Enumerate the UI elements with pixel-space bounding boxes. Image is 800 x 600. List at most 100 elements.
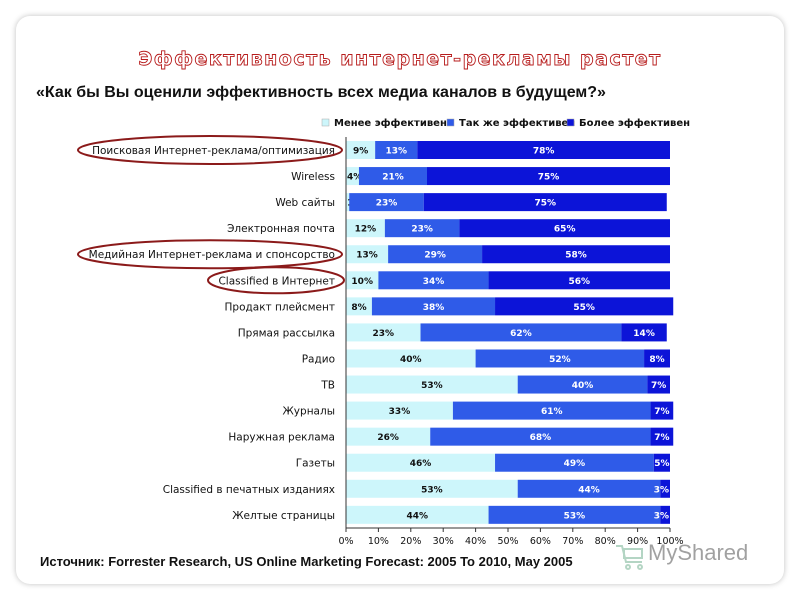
category-label-0: Поисковая Интернет-реклама/оптимизация xyxy=(92,145,335,157)
bar-14-2 xyxy=(660,505,670,524)
x-tick-label-10: 100% xyxy=(656,536,683,547)
x-tick-label-8: 80% xyxy=(595,536,616,547)
watermark-text: MyShared xyxy=(648,540,749,565)
bar-label-12-2: 5% xyxy=(654,459,669,469)
bar-label-6-0: 8% xyxy=(351,303,366,313)
bar-label-6-1: 38% xyxy=(423,303,445,313)
bar-label-3-1: 23% xyxy=(411,225,433,235)
category-label-10: Журналы xyxy=(283,406,336,418)
x-tick-label-5: 50% xyxy=(497,536,518,547)
bar-label-3-0: 12% xyxy=(355,225,377,235)
x-tick-label-0: 0% xyxy=(338,536,353,547)
bar-label-7-0: 23% xyxy=(372,329,394,339)
bar-label-7-2: 14% xyxy=(633,329,655,339)
highlight-ellipse-4 xyxy=(77,239,343,270)
bar-label-0-1: 13% xyxy=(385,147,407,157)
bar-12-2 xyxy=(653,453,670,472)
bar-label-5-1: 34% xyxy=(423,277,445,287)
bar-10-0 xyxy=(346,401,453,420)
category-label-5: Classified в Интернет xyxy=(218,275,335,287)
x-tick-label-7: 70% xyxy=(562,536,583,547)
bar-label-14-2: 3% xyxy=(654,511,669,521)
bar-label-8-1: 52% xyxy=(549,355,571,365)
x-tick-label-2: 20% xyxy=(400,536,421,547)
bar-label-13-0: 53% xyxy=(421,485,443,495)
bar-12-1 xyxy=(495,453,654,472)
bar-label-10-2: 7% xyxy=(654,407,669,417)
bar-label-7-1: 62% xyxy=(510,329,532,339)
highlight-ellipses xyxy=(77,135,345,295)
category-label-8: Радио xyxy=(302,353,335,365)
bar-label-4-1: 29% xyxy=(424,251,446,261)
legend-label-1: Так же эффективен xyxy=(459,117,575,129)
bar-label-1-2: 75% xyxy=(538,173,560,183)
bar-label-13-1: 44% xyxy=(578,485,600,495)
legend-label-0: Менее эффективен xyxy=(334,117,447,129)
bar-0-2 xyxy=(417,141,670,159)
bar-label-14-0: 44% xyxy=(407,511,429,521)
category-label-4: Медийная Интернет-реклама и спонсорство xyxy=(89,249,335,261)
bar-13-2 xyxy=(660,479,670,498)
bar-2-2 xyxy=(423,193,667,212)
legend-swatch-0 xyxy=(321,118,330,127)
bar-label-5-2: 56% xyxy=(569,277,591,287)
bar-2-0 xyxy=(346,193,350,212)
category-label-13: Classified в печатных изданиях xyxy=(163,484,335,496)
bar-0-1 xyxy=(375,141,418,159)
bar-label-9-0: 53% xyxy=(421,381,443,391)
bar-label-8-0: 40% xyxy=(400,355,422,365)
category-label-3: Электронная почта xyxy=(227,223,335,235)
legend-swatch-1 xyxy=(446,118,455,127)
category-label-6: Продакт плейсмент xyxy=(225,301,335,313)
category-labels: Поисковая Интернет-реклама/оптимизация Wi… xyxy=(89,145,335,522)
legend-label-2: Более эффективен xyxy=(579,117,690,129)
bar-label-3-2: 65% xyxy=(554,225,576,235)
bar-10-2 xyxy=(650,401,674,420)
bar-4-0 xyxy=(346,245,389,264)
bar-label-12-0: 46% xyxy=(410,459,432,469)
bar-label-9-2: 7% xyxy=(651,381,666,391)
bar-11-1 xyxy=(430,427,651,446)
bar-3-0 xyxy=(346,219,385,238)
bar-5-0 xyxy=(346,271,379,290)
bar-1-2 xyxy=(427,167,670,186)
bar-7-0 xyxy=(346,323,421,342)
category-label-7: Прямая рассылка xyxy=(238,327,335,339)
bar-label-10-0: 33% xyxy=(389,407,411,417)
bar-13-0 xyxy=(346,479,518,498)
bar-7-2 xyxy=(621,323,667,342)
bar-label-14-1: 53% xyxy=(564,511,586,521)
bar-label-10-1: 61% xyxy=(541,407,563,417)
bar-4-2 xyxy=(482,245,670,264)
category-label-1: Wireless xyxy=(291,171,335,183)
bar-label-4-0: 13% xyxy=(356,251,378,261)
bar-6-1 xyxy=(371,297,496,316)
bar-label-1-0: 4% xyxy=(347,173,362,183)
highlight-ellipse-5 xyxy=(207,266,345,295)
bar-3-2 xyxy=(459,219,670,238)
bar-label-8-2: 8% xyxy=(649,355,664,365)
bar-14-1 xyxy=(488,505,661,524)
bar-14-0 xyxy=(346,505,489,524)
bar-4-1 xyxy=(388,245,483,264)
bar-0-0 xyxy=(346,141,376,159)
bar-7-1 xyxy=(420,323,622,342)
x-axis: 0% 10% 20% 30% 40% 50% 60% 70% 80% 90% 100% xyxy=(338,137,684,547)
bar-label-0-2: 78% xyxy=(533,147,555,157)
bar-label-2-1: 23% xyxy=(376,199,398,209)
watermark-logo xyxy=(616,545,643,570)
category-label-9: ТВ xyxy=(320,380,335,392)
bar-1-1 xyxy=(358,167,427,186)
bar-11-0 xyxy=(346,427,431,446)
x-tick-label-9: 90% xyxy=(627,536,648,547)
highlight-ellipse-0 xyxy=(77,135,343,165)
chart-legend: Менее эффективен Так же эффективен Более э… xyxy=(321,117,690,129)
bar-9-0 xyxy=(346,375,518,394)
cart-icon xyxy=(616,545,643,570)
category-label-11: Наружная реклама xyxy=(228,432,335,444)
bar-8-0 xyxy=(346,349,476,368)
bar-group: 9%13%78%4%21%75%1%23%75%12%23%65%13%29%5… xyxy=(346,141,674,524)
bar-5-2 xyxy=(488,271,670,290)
x-tick-label-4: 40% xyxy=(465,536,486,547)
